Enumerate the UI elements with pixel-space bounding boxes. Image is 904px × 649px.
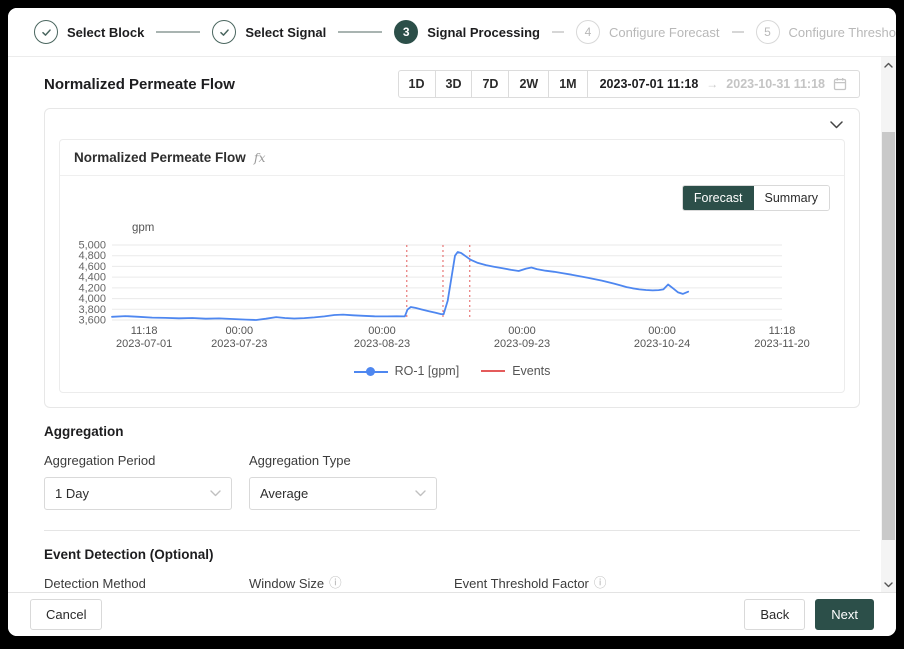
selected-value: Average — [260, 486, 309, 501]
x-tick-time: 00:00 — [368, 325, 396, 337]
wizard-stepper: Select Block Select Signal 3 Signal Proc… — [8, 8, 896, 57]
x-tick-time: 11:18 — [769, 325, 796, 337]
legend-label: RO-1 [gpm] — [394, 364, 460, 378]
series-legend-icon — [353, 366, 388, 376]
chart-view-toggle: Forecast Summary — [681, 185, 830, 211]
step-connector — [338, 31, 383, 33]
time-range-controls: 1D 3D 7D 2W 1M 2023-07-01 11:18 → 2023-1… — [397, 70, 860, 98]
collapse-panel-button[interactable] — [826, 116, 846, 134]
range-button-1m[interactable]: 1M — [548, 70, 588, 98]
series-line[interactable] — [111, 251, 690, 321]
main-content: Normalized Permeate Flow 1D 3D 7D 2W 1M … — [8, 57, 896, 592]
x-tick-date: 2023-07-01 — [116, 338, 172, 350]
flow-chart: 3,6003,8004,0004,2004,4004,6004,8005,000… — [78, 222, 809, 350]
legend-item-events[interactable]: Events — [481, 364, 550, 378]
event-threshold-factor-label: Event Threshold Factor — [454, 576, 589, 591]
step-label: Configure Forecast — [608, 24, 720, 40]
step-select-signal[interactable]: Select Signal — [212, 20, 326, 44]
check-icon — [34, 20, 58, 44]
calendar-icon — [833, 77, 847, 91]
cancel-button[interactable]: Cancel — [30, 599, 103, 630]
scroll-up-icon[interactable] — [881, 57, 896, 72]
step-configure-thresholds[interactable]: 5 Configure Thresholds — [755, 20, 896, 44]
step-label: Signal Processing — [427, 24, 540, 40]
chart-legend: RO-1 [gpm] Events — [74, 360, 830, 384]
step-connector — [731, 31, 744, 33]
page-title: Normalized Permeate Flow — [44, 75, 235, 93]
formula-icon: fx — [253, 150, 266, 165]
chart-card: Normalized Permeate Flow fx Forecast Sum… — [59, 139, 845, 393]
x-tick-time: 00:00 — [508, 325, 536, 337]
x-tick-time: 00:00 — [226, 325, 254, 337]
y-tick-label: 4,200 — [78, 282, 106, 294]
step-number-badge: 4 — [575, 20, 600, 44]
aggregation-period-label: Aggregation Period — [44, 453, 156, 468]
selected-value: 1 Day — [55, 486, 89, 501]
aggregation-type-label: Aggregation Type — [249, 453, 351, 468]
aggregation-period-select[interactable]: 1 Day — [44, 477, 232, 510]
check-icon — [212, 20, 237, 44]
date-range-picker[interactable]: 2023-07-01 11:18 → 2023-10-31 11:18 — [586, 70, 860, 98]
step-number-badge: 3 — [394, 20, 419, 44]
detection-method-label: Detection Method — [44, 576, 146, 591]
aggregation-type-select[interactable]: Average — [249, 477, 437, 510]
events-legend-icon — [481, 370, 506, 372]
info-icon[interactable]: ⓘ — [593, 575, 607, 591]
tab-forecast[interactable]: Forecast — [682, 186, 754, 210]
x-tick-time: 11:18 — [131, 325, 158, 337]
y-tick-label: 3,600 — [78, 315, 106, 327]
step-connector — [156, 31, 201, 33]
step-label: Select Block — [67, 24, 145, 40]
y-tick-label: 4,800 — [78, 250, 106, 262]
step-number-badge: 5 — [755, 20, 780, 44]
x-tick-date: 2023-08-23 — [354, 338, 410, 350]
signal-preview-panel: Normalized Permeate Flow fx Forecast Sum… — [44, 108, 860, 408]
y-tick-label: 4,600 — [78, 261, 106, 273]
y-axis-unit-label: gpm — [132, 222, 154, 234]
section-divider — [44, 530, 860, 531]
x-tick-date: 2023-11-20 — [754, 338, 809, 350]
step-select-block[interactable]: Select Block — [34, 20, 144, 44]
next-button[interactable]: Next — [815, 599, 874, 630]
y-tick-label: 5,000 — [78, 240, 106, 252]
aggregation-heading: Aggregation — [44, 424, 124, 439]
date-range-start[interactable]: 2023-07-01 11:18 — [599, 77, 699, 91]
modal-footer: Cancel Back Next — [8, 592, 896, 636]
range-button-3d[interactable]: 3D — [434, 70, 473, 98]
step-signal-processing[interactable]: 3 Signal Processing — [394, 20, 540, 44]
legend-label: Events — [512, 364, 551, 378]
y-tick-label: 4,000 — [78, 293, 106, 305]
legend-item-series[interactable]: RO-1 [gpm] — [353, 364, 460, 378]
date-range-end[interactable]: 2023-10-31 11:18 — [726, 77, 825, 91]
step-configure-forecast[interactable]: 4 Configure Forecast — [575, 20, 720, 44]
y-tick-label: 4,400 — [78, 272, 106, 284]
scroll-down-icon[interactable] — [881, 577, 896, 592]
modal-window: Select Block Select Signal 3 Signal Proc… — [8, 8, 896, 636]
scroll-thumb[interactable] — [882, 132, 895, 540]
window-size-label: Window Size — [249, 576, 325, 591]
info-icon[interactable]: ⓘ — [329, 575, 342, 591]
back-button[interactable]: Back — [744, 599, 806, 630]
chevron-down-icon — [210, 490, 221, 497]
chart-title: Normalized Permeate Flow — [74, 150, 246, 165]
tab-summary[interactable]: Summary — [753, 186, 829, 210]
event-detection-heading: Event Detection (Optional) — [44, 547, 214, 562]
x-tick-date: 2023-10-24 — [634, 338, 690, 350]
y-tick-label: 3,800 — [78, 304, 106, 316]
x-tick-date: 2023-09-23 — [494, 338, 550, 350]
range-button-2w[interactable]: 2W — [508, 70, 550, 98]
range-button-7d[interactable]: 7D — [471, 70, 510, 98]
vertical-scrollbar[interactable] — [881, 57, 896, 592]
range-button-1d[interactable]: 1D — [397, 70, 436, 98]
scroll-track[interactable] — [881, 72, 896, 577]
x-tick-date: 2023-07-23 — [211, 338, 267, 350]
x-tick-time: 00:00 — [648, 325, 676, 337]
step-label: Configure Thresholds — [788, 24, 896, 40]
step-label: Select Signal — [245, 24, 327, 40]
arrow-right-icon: → — [706, 77, 719, 91]
chevron-down-icon — [415, 490, 426, 497]
step-connector — [551, 31, 564, 33]
